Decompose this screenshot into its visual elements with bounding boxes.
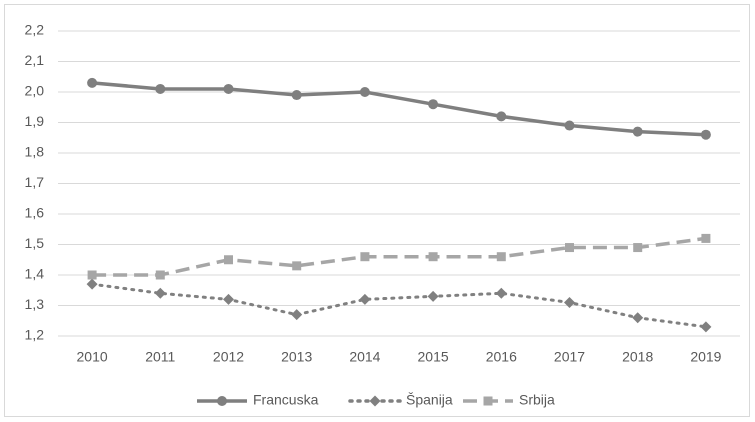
- x-tick-label: 2010: [77, 349, 108, 365]
- series-line: [92, 236, 707, 277]
- y-tick-label: 1,8: [25, 144, 45, 160]
- data-point: [496, 111, 507, 122]
- data-point: [224, 255, 233, 265]
- data-point: [565, 243, 574, 253]
- data-point: [496, 252, 506, 262]
- data-point: [87, 77, 98, 88]
- data-point: [564, 296, 575, 308]
- data-point: [359, 87, 370, 97]
- data-point: [155, 270, 165, 280]
- x-tick-label: 2019: [690, 349, 721, 365]
- data-point: [700, 129, 711, 140]
- data-point: [360, 252, 370, 262]
- chart-border: [4, 4, 750, 417]
- x-tick-label: 2012: [213, 349, 244, 365]
- y-tick-label: 1,7: [25, 174, 45, 190]
- x-tick-label: 2016: [486, 349, 517, 365]
- data-point: [700, 321, 712, 333]
- data-point: [223, 83, 234, 94]
- y-tick-label: 1,2: [25, 327, 45, 343]
- x-tick-label: 2017: [554, 349, 585, 365]
- legend-label: Srbija: [519, 392, 555, 408]
- data-point: [155, 83, 166, 94]
- data-point: [87, 270, 97, 280]
- data-point: [359, 293, 371, 305]
- legend-marker: [217, 396, 227, 406]
- y-tick-label: 1,6: [25, 205, 45, 221]
- y-tick-label: 2,1: [25, 52, 45, 68]
- y-tick-label: 2,0: [25, 83, 45, 99]
- x-tick-label: 2014: [349, 349, 380, 365]
- x-tick-label: 2015: [418, 349, 449, 365]
- data-point: [292, 261, 302, 271]
- data-point: [86, 278, 98, 290]
- legend-label: Španija: [406, 392, 453, 408]
- legend-label: Francuska: [253, 392, 319, 408]
- y-tick-label: 1,4: [25, 266, 45, 282]
- data-point: [427, 290, 439, 302]
- series-line: [90, 282, 708, 329]
- data-point: [632, 312, 644, 324]
- data-point: [428, 252, 438, 262]
- data-point: [154, 287, 166, 299]
- y-tick-label: 1,5: [25, 235, 45, 251]
- data-point: [632, 126, 643, 137]
- y-tick-label: 1,3: [25, 296, 45, 312]
- data-point: [291, 90, 302, 101]
- y-tick-label: 1,9: [25, 113, 45, 129]
- x-tick-label: 2011: [145, 349, 175, 365]
- data-point: [428, 99, 439, 110]
- series-line: [91, 81, 706, 137]
- x-tick-label: 2018: [622, 349, 653, 365]
- data-point: [495, 287, 507, 299]
- data-point: [564, 120, 575, 131]
- x-tick-label: 2013: [281, 349, 312, 365]
- legend-marker: [483, 396, 493, 406]
- data-point: [291, 309, 303, 321]
- legend-marker: [369, 395, 381, 407]
- data-point: [633, 243, 643, 253]
- data-point: [223, 293, 234, 305]
- y-tick-label: 2,2: [25, 22, 45, 38]
- data-point: [701, 233, 711, 243]
